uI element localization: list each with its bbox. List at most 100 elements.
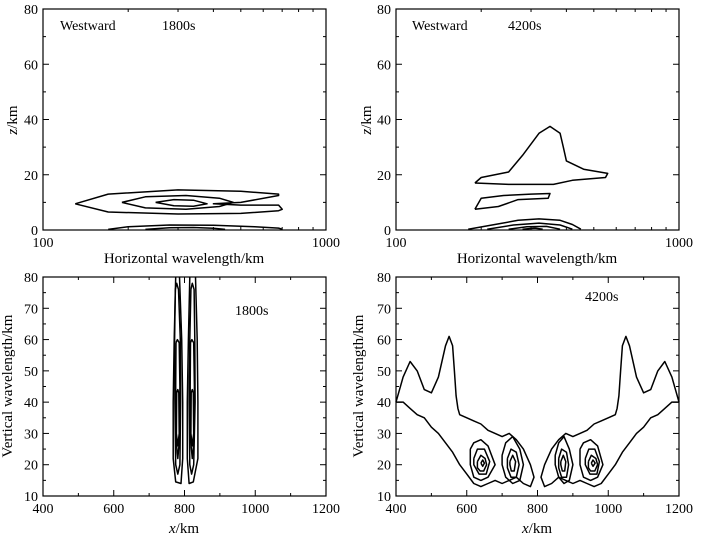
annotation-westward-1800: Westward <box>60 19 116 34</box>
ytick-label-top-right-60: 60 <box>377 58 391 73</box>
ytick-label-bottom-left-30: 30 <box>24 427 38 442</box>
contours-bottom-left <box>172 276 199 485</box>
contour-bottom-left-7 <box>190 388 195 447</box>
ytick-label-top-left-80: 80 <box>24 3 38 18</box>
ticks-top-right: 0 20 40 60 80 100 1000 <box>377 3 693 251</box>
annotation-time-1800-bottom: 1800s <box>235 304 268 319</box>
xlabel-top-right: Horizontal wavelength/km <box>457 251 618 267</box>
xtick-label-top-left-1000: 1000 <box>312 236 340 251</box>
ytick-label-top-right-80: 80 <box>377 3 391 18</box>
contour-top-right-2 <box>468 218 582 230</box>
contour-bottom-right-1 <box>540 335 680 488</box>
ytick-label-bottom-left-70: 70 <box>24 302 38 317</box>
ytick-label-bottom-right-40: 40 <box>377 396 391 411</box>
ylabel-top-left: z/km <box>5 105 21 136</box>
annotation-time-4200-bottom: 4200s <box>585 290 618 305</box>
panel-top-right: 0 20 40 60 80 100 1000 Westward 4200s Horizont… <box>359 3 693 267</box>
xtick-label-bottom-left-600: 600 <box>103 502 124 517</box>
contours-bottom-right <box>395 335 680 488</box>
ytick-label-bottom-left-60: 60 <box>24 334 38 349</box>
ytick-label-bottom-right-10: 10 <box>377 490 391 505</box>
xtick-label-top-left-100: 100 <box>33 236 54 251</box>
ylabel-bottom-right: Vertical wavelength/km <box>351 314 367 457</box>
xtick-label-bottom-left-1200: 1200 <box>312 502 340 517</box>
contour-bottom-right-0 <box>395 335 535 488</box>
ytick-label-bottom-right-60: 60 <box>377 334 391 349</box>
plot-frame-top-left <box>42 8 327 231</box>
ylabel-top-right: z/km <box>359 105 375 136</box>
contour-bottom-right-6 <box>476 454 488 472</box>
contour-top-right-4 <box>508 225 561 230</box>
ytick-label-bottom-left-80: 80 <box>24 271 38 286</box>
contour-bottom-right-13 <box>587 454 599 472</box>
xtick-label-bottom-right-400: 400 <box>386 502 407 517</box>
contour-bottom-left-6 <box>175 388 180 447</box>
plot-frame-top-right <box>395 8 680 231</box>
contour-bottom-right-2 <box>469 438 496 482</box>
xtick-label-bottom-right-800: 800 <box>527 502 548 517</box>
contour-top-left-2 <box>155 198 208 207</box>
xlabel-bottom-left-unit: /km <box>176 521 200 537</box>
contour-bottom-left-0 <box>172 276 184 485</box>
contour-bottom-right-8 <box>509 454 517 472</box>
xtick-label-bottom-left-1000: 1000 <box>241 502 269 517</box>
xlabel-bottom-right-unit: /km <box>529 521 553 537</box>
ylabel-bottom-left: Vertical wavelength/km <box>0 314 16 457</box>
plot-frame-bottom-left <box>42 276 327 497</box>
contour-top-right-5 <box>522 227 543 230</box>
ytick-label-top-left-60: 60 <box>24 58 38 73</box>
contour-bottom-left-3 <box>188 282 196 475</box>
contour-bottom-left-5 <box>189 338 196 460</box>
contour-bottom-left-1 <box>186 276 199 485</box>
contour-bottom-right-14 <box>590 459 596 468</box>
ticks-bottom-left: 10 20 30 40 50 60 70 80 400 600 800 1000 1200 <box>24 271 340 517</box>
contours-top-right <box>468 125 609 230</box>
ytick-label-bottom-right-50: 50 <box>377 365 391 380</box>
contour-bottom-right-12 <box>557 448 570 478</box>
xtick-label-top-right-1000: 1000 <box>665 236 693 251</box>
xtick-label-bottom-left-400: 400 <box>33 502 54 517</box>
contour-bottom-right-5 <box>506 448 520 478</box>
contour-top-left-0 <box>74 189 283 215</box>
ytick-label-bottom-left-50: 50 <box>24 365 38 380</box>
ytick-label-top-left-0: 0 <box>31 224 38 239</box>
contour-bottom-right-3 <box>501 435 525 485</box>
contour-top-left-4 <box>145 226 226 231</box>
annotation-time-4200-top: 4200s <box>508 19 541 34</box>
contour-bottom-right-4 <box>473 448 491 475</box>
ylabel-top-right-var: z <box>359 129 375 136</box>
xtick-label-bottom-right-1000: 1000 <box>594 502 622 517</box>
ytick-label-bottom-right-70: 70 <box>377 302 391 317</box>
ytick-label-bottom-left-40: 40 <box>24 396 38 411</box>
ytick-label-top-left-20: 20 <box>24 169 38 184</box>
ylabel-top-right-unit: /km <box>359 105 375 129</box>
contour-bottom-right-10 <box>554 435 574 485</box>
plot-frame-bottom-right <box>395 276 680 497</box>
panel-top-left: 0 20 40 60 80 100 1000 Westward 1800s Horizont… <box>5 3 340 267</box>
contour-bottom-right-11 <box>584 448 601 475</box>
contour-bottom-left-4 <box>174 338 181 460</box>
ytick-label-bottom-left-10: 10 <box>24 490 38 505</box>
xtick-label-bottom-left-800: 800 <box>174 502 195 517</box>
contour-bottom-right-9 <box>579 438 604 482</box>
xlabel-bottom-right: x/km <box>521 521 552 537</box>
annotation-westward-4200: Westward <box>412 19 468 34</box>
ylabel-top-left-unit: /km <box>5 105 21 129</box>
contour-top-left-1 <box>121 194 234 211</box>
xtick-label-top-right-100: 100 <box>386 236 407 251</box>
ticks-bottom-right: 10 20 30 40 50 60 70 80 400 600 800 1000 1200 <box>377 271 693 517</box>
annotation-time-1800-top: 1800s <box>162 19 195 34</box>
ytick-label-bottom-left-20: 20 <box>24 459 38 474</box>
xlabel-bottom-left: x/km <box>168 521 199 537</box>
xtick-label-bottom-right-1200: 1200 <box>665 502 693 517</box>
xlabel-bottom-left-var: x <box>168 521 176 537</box>
ylabel-top-left-var: z <box>5 129 21 136</box>
ytick-label-bottom-right-20: 20 <box>377 459 391 474</box>
contour-bottom-right-15 <box>560 454 567 472</box>
ytick-label-bottom-right-30: 30 <box>377 427 391 442</box>
ytick-label-top-right-40: 40 <box>377 114 391 129</box>
ytick-label-top-right-20: 20 <box>377 169 391 184</box>
